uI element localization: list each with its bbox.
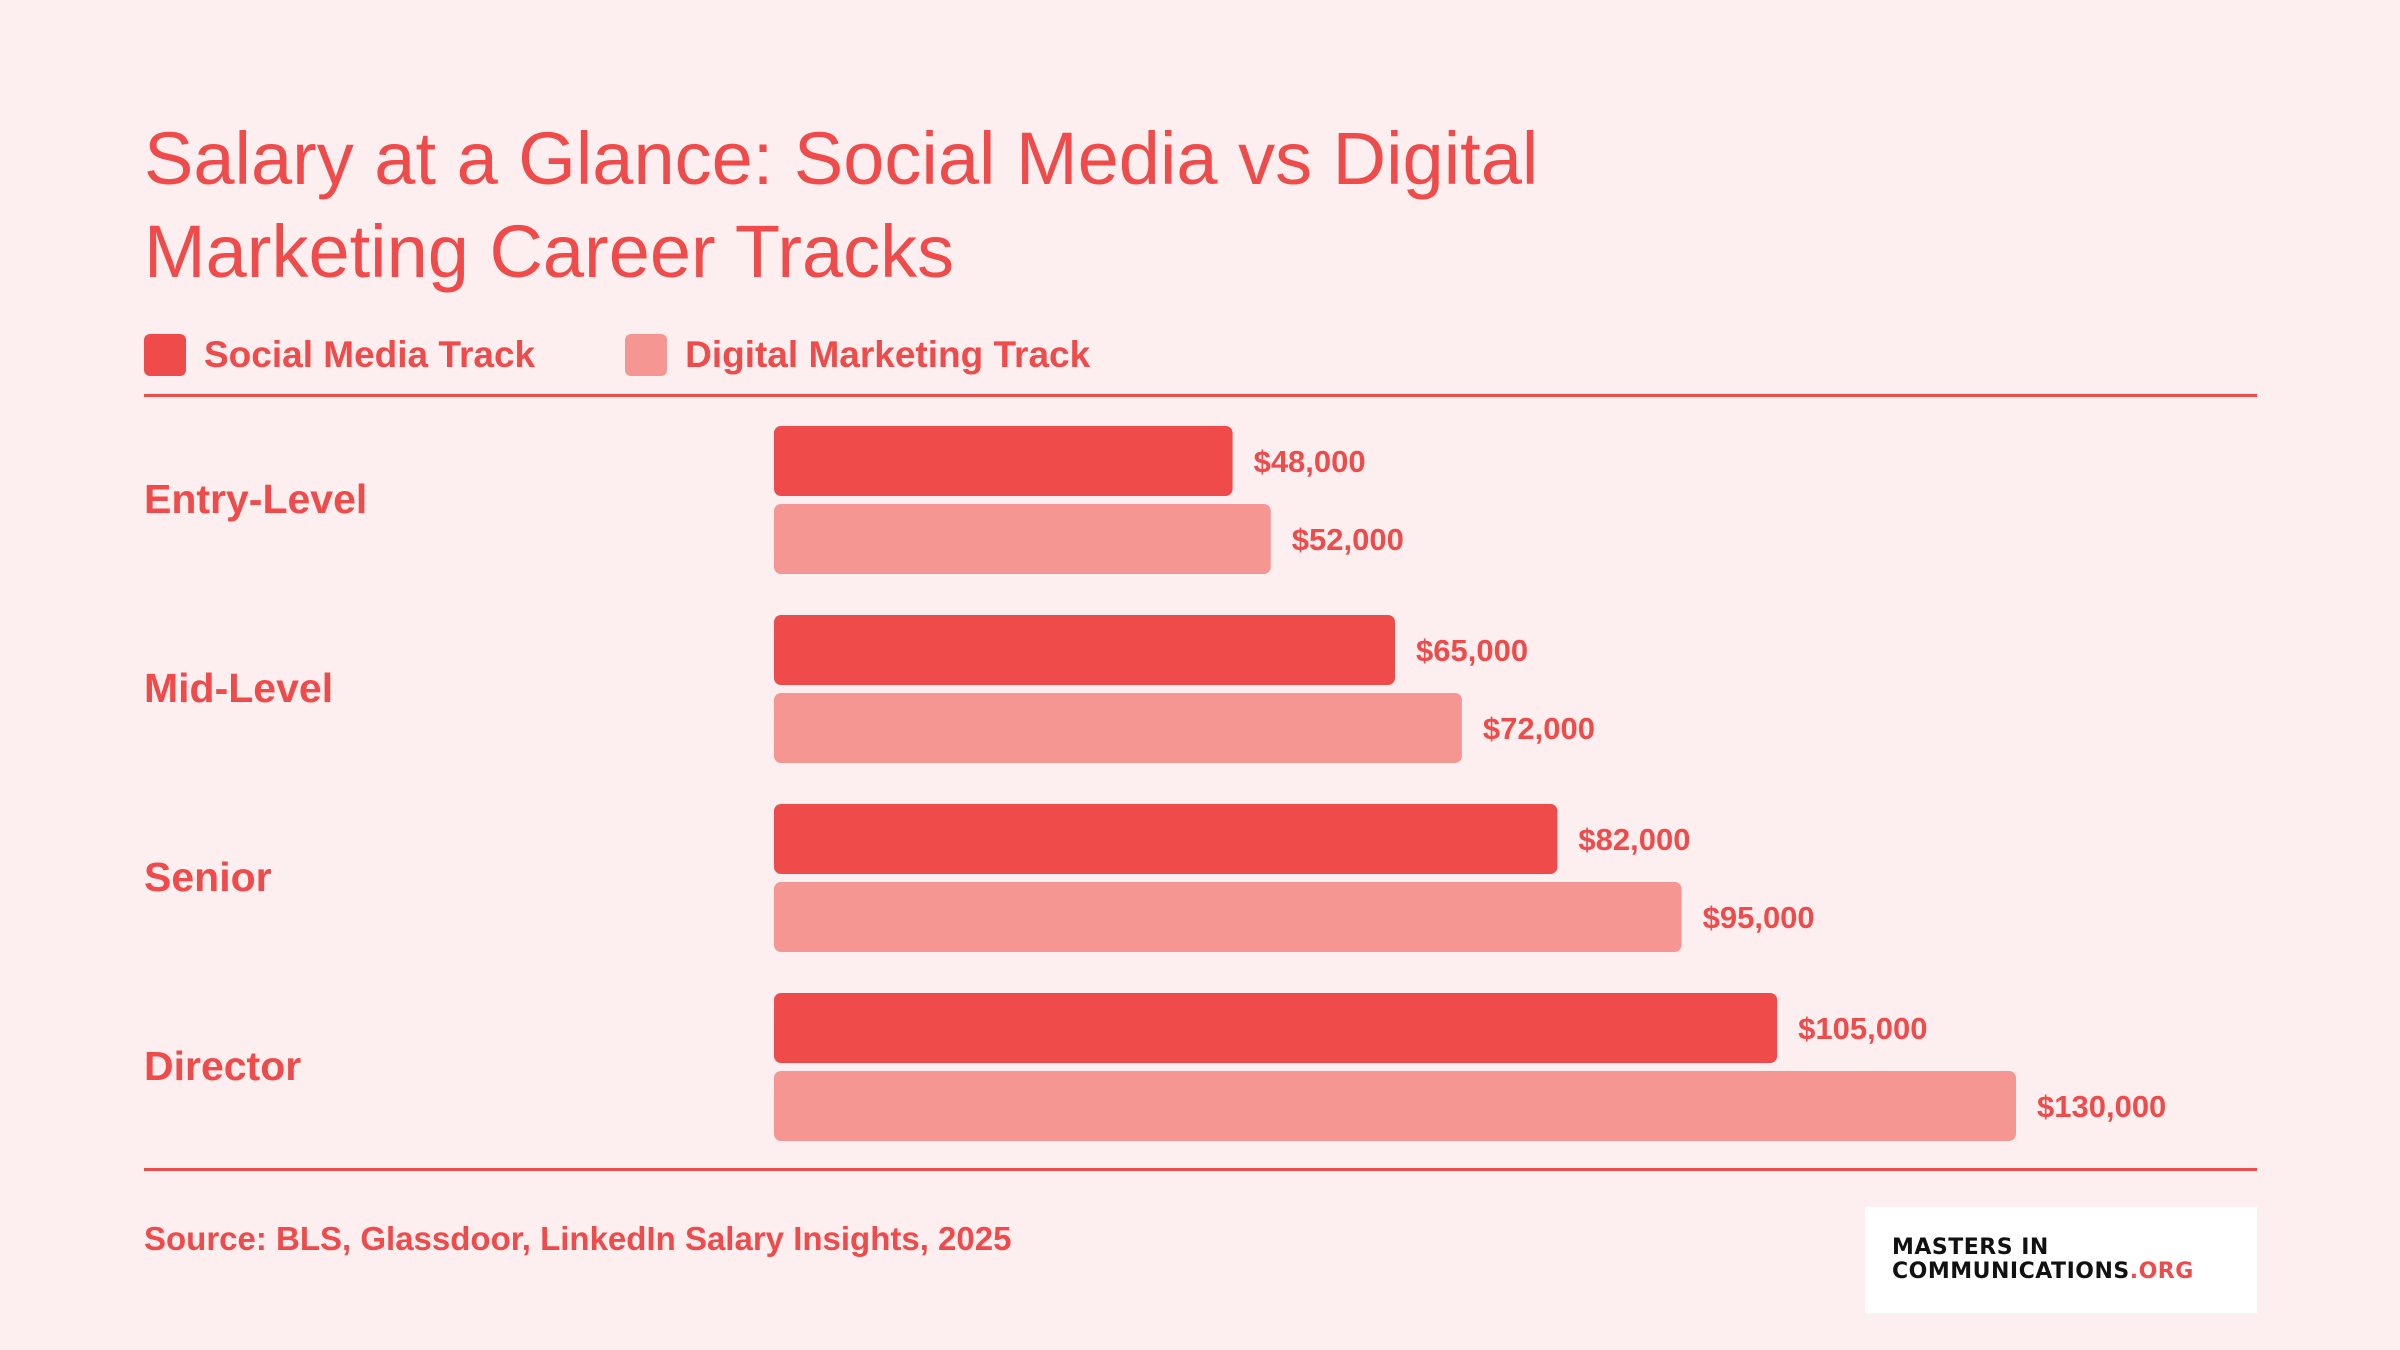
bar-digital-marketing-entry-level xyxy=(774,504,1271,574)
logo-line-2: COMMUNICATIONS.ORG xyxy=(1892,1260,2257,1284)
bar-social-media-senior xyxy=(774,804,1558,874)
chart-title-line-2: Marketing Career Tracks xyxy=(144,210,955,293)
value-label-digital-marketing-entry-level: $52,000 xyxy=(1292,522,1404,557)
bar-social-media-director xyxy=(774,993,1778,1063)
value-label-digital-marketing-mid-level: $72,000 xyxy=(1483,711,1595,746)
value-label-digital-marketing-senior: $95,000 xyxy=(1703,900,1815,935)
value-label-social-media-entry-level: $48,000 xyxy=(1254,444,1366,479)
bottom-divider xyxy=(144,1168,2257,1171)
legend-swatch-social-media xyxy=(144,334,186,376)
category-label-entry-level: Entry-Level xyxy=(144,476,367,522)
bar-social-media-entry-level xyxy=(774,426,1233,496)
top-divider xyxy=(144,394,2257,397)
logo-line-2-suffix: .ORG xyxy=(2129,1259,2194,1284)
value-label-digital-marketing-director: $130,000 xyxy=(2037,1089,2166,1124)
legend-item-digital-marketing: Digital Marketing Track xyxy=(625,334,1090,376)
legend-label-social-media: Social Media Track xyxy=(204,334,536,375)
chart-legend: Social Media Track Digital Marketing Tra… xyxy=(144,330,1180,380)
value-label-social-media-mid-level: $65,000 xyxy=(1416,633,1528,668)
legend-label-digital-marketing: Digital Marketing Track xyxy=(685,334,1091,375)
value-label-social-media-senior: $82,000 xyxy=(1578,822,1690,857)
bar-digital-marketing-director xyxy=(774,1071,2016,1141)
legend-swatch-digital-marketing xyxy=(625,334,668,376)
legend-item-social-media: Social Media Track xyxy=(144,334,535,376)
value-label-social-media-director: $105,000 xyxy=(1798,1011,1927,1046)
bar-digital-marketing-senior xyxy=(774,882,1682,952)
category-label-senior: Senior xyxy=(144,854,272,900)
bar-social-media-mid-level xyxy=(774,615,1395,685)
category-label-mid-level: Mid-Level xyxy=(144,665,333,711)
chart-title-line-1: Salary at a Glance: Social Media vs Digi… xyxy=(144,117,1539,200)
source-note: Source: BLS, Glassdoor, LinkedIn Salary … xyxy=(144,1220,1012,1257)
logo-line-2-main: COMMUNICATIONS xyxy=(1892,1259,2130,1284)
bar-digital-marketing-mid-level xyxy=(774,693,1462,763)
chart-title: Salary at a Glance: Social Media vs Digi… xyxy=(144,112,1744,298)
logo-line-1: MASTERS IN xyxy=(1892,1235,2049,1260)
masters-in-communications-logo: MASTERS IN COMMUNICATIONS.ORG xyxy=(1865,1207,2257,1313)
category-label-director: Director xyxy=(144,1043,301,1089)
